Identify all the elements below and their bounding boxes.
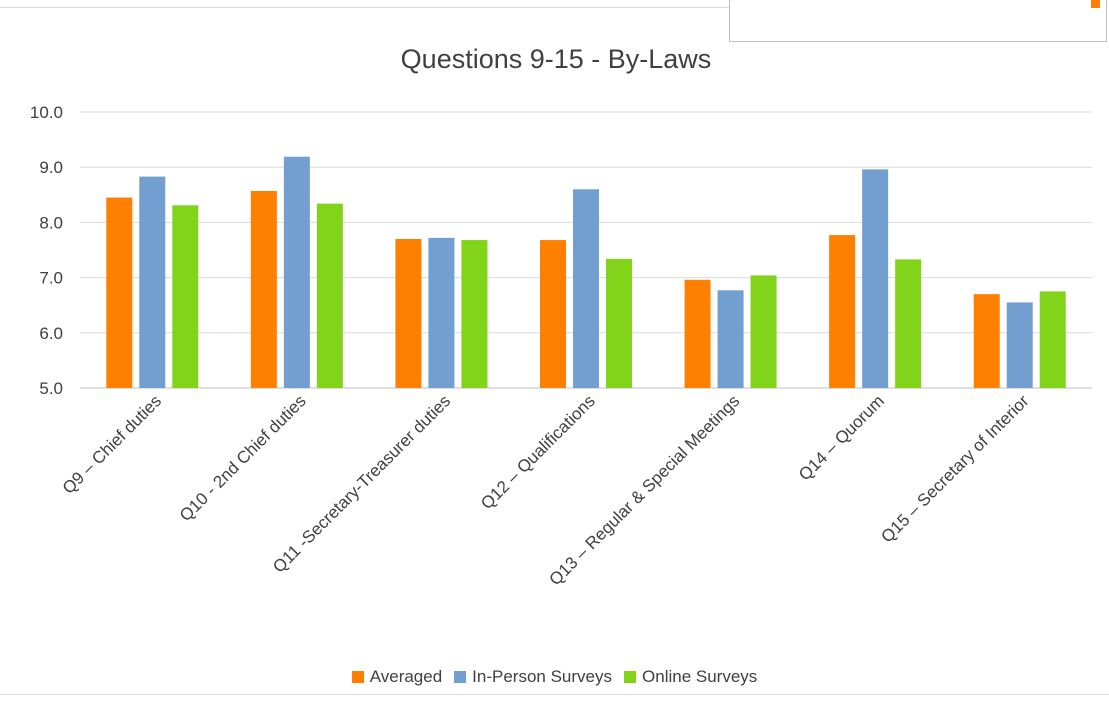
bar-averaged [250,190,277,388]
bar-online-surveys [606,258,632,388]
bar-averaged [684,279,711,388]
chart-title: Questions 9-15 - By-Laws [401,44,712,74]
bar-averaged [395,238,422,388]
bar-online-surveys [172,205,199,388]
bottom-divider [0,694,1109,695]
x-tick-label: Q11 -Secretary-Treasurer duties [269,391,454,576]
overlay-panel [729,0,1107,42]
x-axis-labels: Q9 – Chief duties Q10 - 2nd Chief dutiesQ… [59,391,1033,589]
bars [106,156,1066,388]
x-tick-label: Q10 - 2nd Chief duties [176,391,310,525]
bar-in-person-surveys [1006,302,1033,388]
legend-label: Online Surveys [642,667,758,686]
bar-averaged [106,197,133,388]
y-tick-label: 9.0 [39,158,63,177]
bar-averaged [540,240,566,388]
y-axis-ticks: 5.0 6.0 7.0 8.0 9.0 10.0 [30,103,63,398]
bar-in-person-surveys [139,176,166,388]
x-tick-label: Q9 – Chief duties [59,391,165,497]
bar-in-person-surveys [283,156,310,388]
y-tick-label: 8.0 [39,213,63,232]
y-tick-label: 5.0 [39,379,63,398]
bar-chart: Questions 9-15 - By-Laws 5.0 6.0 7.0 8.0 9.0… [30,44,1092,589]
bar-averaged [973,294,1000,388]
legend-item: Averaged [351,667,443,687]
bar-online-surveys [461,240,488,388]
legend-swatch [454,671,467,683]
bar-in-person-surveys [573,189,599,388]
bar-in-person-surveys [428,237,455,388]
bar-online-surveys [1039,291,1066,388]
bar-averaged [829,235,856,388]
y-tick-label: 10.0 [30,103,63,122]
x-tick-label: Q15 – Secretary of Interior [877,391,1032,546]
chart-legend: Averaged In-Person Surveys Online Surveys [0,667,1109,687]
bar-online-surveys [316,203,343,388]
legend-item: Online Surveys [624,667,757,687]
top-divider [0,7,730,8]
bar-online-surveys [895,259,922,388]
overlay-color-swatch [1091,0,1100,8]
bar-online-surveys [750,275,777,388]
bar-in-person-surveys [862,169,889,388]
bar-in-person-surveys [717,290,744,388]
x-tick-label: Q12 – Qualifications [477,391,599,513]
y-tick-label: 6.0 [39,324,63,343]
legend-swatch [351,671,364,683]
x-tick-label: Q14 – Quorum [795,391,888,484]
legend-item: In-Person Surveys [454,667,612,687]
y-tick-label: 7.0 [39,269,63,288]
legend-label: Averaged [369,667,443,686]
legend-swatch [624,671,637,683]
legend-label: In-Person Surveys [472,667,613,686]
